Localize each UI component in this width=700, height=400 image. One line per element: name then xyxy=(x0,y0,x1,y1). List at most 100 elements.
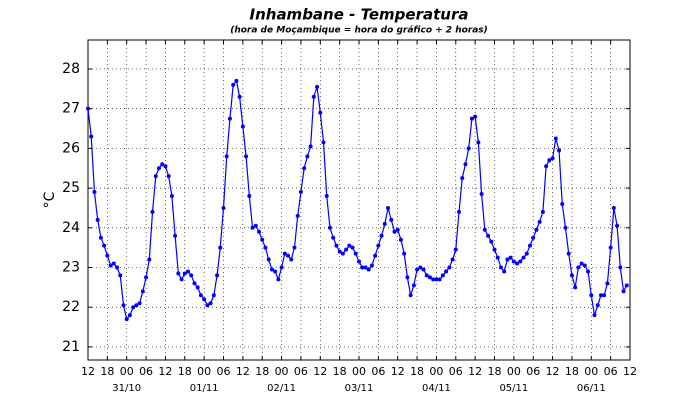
temperature-point xyxy=(102,243,107,248)
temperature-point xyxy=(121,303,126,308)
temperature-point xyxy=(244,154,249,159)
temperature-point xyxy=(447,265,452,270)
temperature-point xyxy=(576,265,581,270)
temperature-point xyxy=(569,273,574,278)
temperature-point xyxy=(431,277,436,282)
temperature-point xyxy=(457,209,462,214)
temperature-point xyxy=(511,259,516,264)
temperature-point xyxy=(450,257,455,262)
temperature-point xyxy=(279,265,284,270)
temperature-point xyxy=(605,281,610,286)
temperature-point xyxy=(186,269,191,274)
temperature-point xyxy=(586,269,591,274)
temperature-point xyxy=(392,229,397,234)
temperature-point xyxy=(134,303,139,308)
temperature-point xyxy=(589,293,594,298)
temperature-point xyxy=(437,277,442,282)
temperature-point xyxy=(386,205,391,210)
temperature-point xyxy=(108,263,113,268)
temperature-point xyxy=(211,293,216,298)
temperature-point xyxy=(286,253,291,258)
temperature-point xyxy=(495,255,500,260)
y-tick-label: 26 xyxy=(62,140,80,156)
temperature-point xyxy=(621,289,626,294)
temperature-point xyxy=(118,273,123,278)
temperature-point xyxy=(208,301,213,306)
temperature-point xyxy=(408,293,413,298)
x-tick-label: 00 xyxy=(197,365,211,378)
x-tick-label: 12 xyxy=(313,365,327,378)
temperature-point xyxy=(331,235,336,240)
x-tick-label: 06 xyxy=(139,365,153,378)
temperature-point xyxy=(150,209,155,214)
temperature-point xyxy=(369,263,374,268)
x-tick-label: 12 xyxy=(236,365,250,378)
temperature-point xyxy=(205,303,210,308)
date-label: 03/11 xyxy=(345,383,374,394)
x-tick-label: 06 xyxy=(371,365,385,378)
temperature-point xyxy=(466,146,471,151)
temperature-point xyxy=(515,261,520,266)
temperature-point xyxy=(302,166,307,171)
temperature-point xyxy=(424,273,429,278)
temperature-point xyxy=(421,267,426,272)
temperature-point xyxy=(176,271,181,276)
temperature-point xyxy=(579,261,584,266)
date-label: 02/11 xyxy=(267,383,296,394)
temperature-point xyxy=(427,275,432,280)
x-tick-label: 06 xyxy=(526,365,540,378)
temperature-point xyxy=(518,259,523,264)
temperature-point xyxy=(353,251,358,256)
temperature-point xyxy=(550,156,555,161)
x-tick-label: 00 xyxy=(275,365,289,378)
temperature-point xyxy=(318,110,323,115)
temperature-point xyxy=(531,235,536,240)
temperature-point xyxy=(486,233,491,238)
x-tick-label: 00 xyxy=(352,365,366,378)
temperature-point xyxy=(305,154,310,159)
temperature-point xyxy=(137,301,142,306)
temperature-point xyxy=(553,136,558,141)
temperature-point xyxy=(624,283,629,288)
x-tick-label: 18 xyxy=(100,365,114,378)
temperature-point xyxy=(169,194,174,199)
chart-title: Inhambane - Temperatura xyxy=(250,6,469,24)
temperature-point xyxy=(321,140,326,145)
temperature-point xyxy=(492,247,497,252)
x-tick-label: 12 xyxy=(468,365,482,378)
temperature-point xyxy=(418,265,423,270)
temperature-point xyxy=(253,223,258,228)
temperature-point xyxy=(563,225,568,230)
temperature-point xyxy=(311,94,316,99)
temperature-point xyxy=(534,227,539,232)
temperature-point xyxy=(344,247,349,252)
x-tick-label: 12 xyxy=(391,365,405,378)
temperature-point xyxy=(282,251,287,256)
temperature-point xyxy=(115,265,120,270)
temperature-point xyxy=(105,253,110,258)
temperature-point xyxy=(224,154,229,159)
temperature-point xyxy=(337,249,342,254)
temperature-point xyxy=(453,247,458,252)
temperature-point xyxy=(298,190,303,195)
date-label: 31/10 xyxy=(112,383,141,394)
temperature-point xyxy=(405,275,410,280)
temperature-point xyxy=(434,277,439,282)
date-label: 06/11 xyxy=(577,383,606,394)
temperature-point xyxy=(131,305,136,310)
chart-subtitle: (hora de Moçambique = hora do gráfico + … xyxy=(230,26,488,36)
temperature-point xyxy=(111,261,116,266)
y-tick-label: 21 xyxy=(62,339,80,355)
temperature-point xyxy=(327,225,332,230)
temperature-point xyxy=(234,78,239,83)
temperature-point xyxy=(411,283,416,288)
temperature-point xyxy=(537,219,542,224)
x-tick-label: 00 xyxy=(429,365,443,378)
x-tick-label: 12 xyxy=(623,365,637,378)
temperature-line xyxy=(87,79,628,321)
temperature-point xyxy=(173,233,178,238)
temperature-point xyxy=(156,166,161,171)
y-tick-label: 22 xyxy=(62,299,80,315)
x-tick-label: 00 xyxy=(507,365,521,378)
temperature-point xyxy=(127,313,132,318)
